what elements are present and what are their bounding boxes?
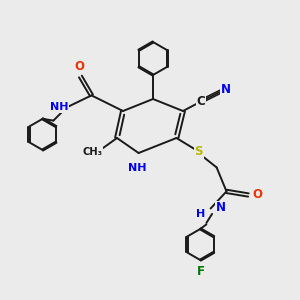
Text: N: N xyxy=(216,201,226,214)
Text: N: N xyxy=(221,82,231,96)
Text: H: H xyxy=(196,209,205,219)
Text: F: F xyxy=(196,265,204,278)
Text: NH: NH xyxy=(50,102,68,112)
Text: CH₃: CH₃ xyxy=(82,147,102,158)
Text: C: C xyxy=(196,94,206,108)
Text: S: S xyxy=(194,145,203,158)
Text: O: O xyxy=(74,60,84,73)
Text: NH: NH xyxy=(128,163,146,172)
Text: O: O xyxy=(252,188,262,202)
